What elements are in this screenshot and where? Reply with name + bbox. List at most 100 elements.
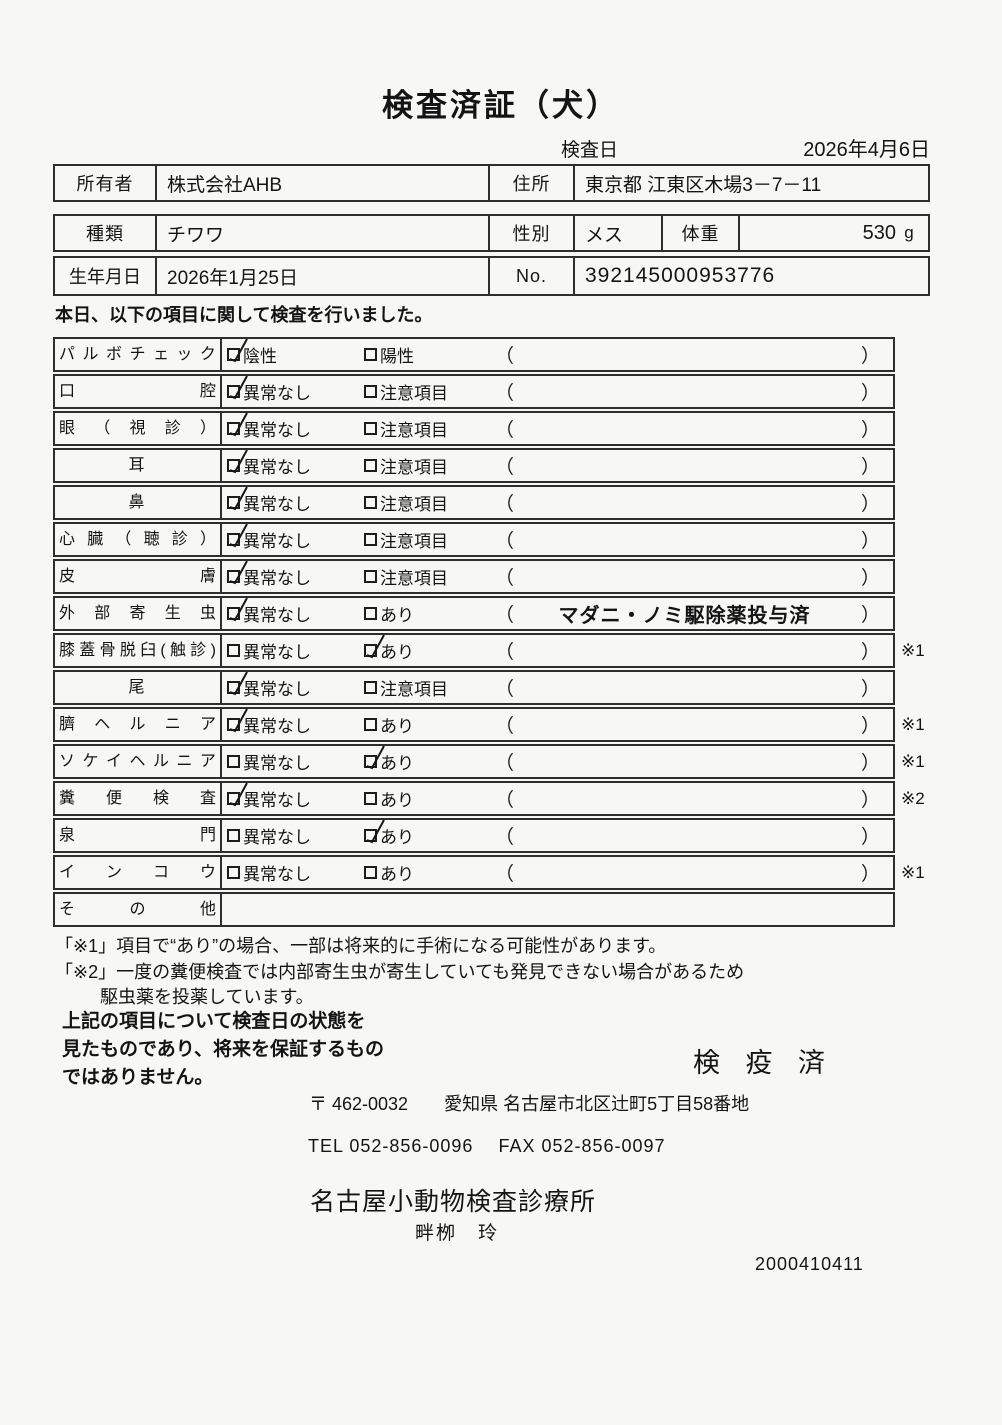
- inspection-date-value: 2026年4月6日: [803, 139, 930, 161]
- checkbox-checked-icon: [227, 782, 248, 807]
- option-opt2: 注意項目: [364, 490, 448, 515]
- row-label: 糞便検査: [55, 783, 222, 814]
- intro-text: 本日、以下の項目に関して検査を行いました。: [55, 305, 433, 325]
- disclaimer-line-2: 見たものであり、将来を保証するもの: [62, 1039, 385, 1060]
- type-label-cell: 種類: [55, 216, 157, 250]
- option-label: 異常なし: [243, 754, 311, 773]
- owner-label-cell: 所有者: [55, 166, 157, 200]
- option-opt1: 異常なし: [227, 597, 311, 626]
- paren-open: （: [495, 605, 515, 626]
- option-opt2: 注意項目: [364, 527, 448, 552]
- option-label: 注意項目: [380, 421, 448, 440]
- option-label: 注意項目: [380, 532, 448, 551]
- option-label: 異常なし: [243, 606, 311, 625]
- checkbox-checked-icon: [227, 375, 248, 400]
- option-label: あり: [380, 865, 414, 884]
- option-label: 異常なし: [243, 828, 311, 847]
- weight-label-cell: 体重: [663, 216, 740, 250]
- paren-open: （: [495, 568, 515, 589]
- row-label: 泉門: [55, 820, 222, 851]
- address-value-cell: 東京都 江東区木場3－7－11: [585, 174, 822, 196]
- paren-close: ）: [860, 605, 880, 626]
- paren-open: （: [495, 790, 515, 811]
- paren-value: マダニ・ノミ駆除薬投与済: [558, 605, 811, 627]
- no-label-cell: No.: [490, 258, 575, 294]
- option-label: 異常なし: [243, 791, 311, 810]
- checkbox-checked-icon: [227, 486, 248, 511]
- disclaimer-text: 上記の項目について検査日の状態を 見たものであり、将来を保証するもの ではありま…: [62, 1008, 384, 1092]
- table-row: 外部寄生虫 異常なし あり （ マダニ・ノミ駆除薬投与済 ）: [53, 596, 895, 631]
- option-opt1: 異常なし: [227, 523, 311, 552]
- option-opt2: 注意項目: [364, 564, 448, 589]
- clinic-address: 〒 462-0032 愛知県 名古屋市北区辻町5丁目58番地: [309, 1094, 750, 1114]
- row-label: 外部寄生虫: [55, 598, 222, 629]
- option-opt2: 陽性: [364, 342, 414, 367]
- option-opt1: 陰性: [227, 338, 277, 367]
- option-label: 異常なし: [243, 532, 311, 551]
- option-label: 異常なし: [243, 495, 311, 514]
- table-row: 皮膚 異常なし 注意項目 （ ）: [53, 559, 895, 594]
- checkbox-checked-icon: [227, 412, 248, 437]
- row-content: 異常なし 注意項目 （ ）: [222, 412, 893, 444]
- footnote-1: 「※1」項目で“あり”の場合、一部は将来的に手術になる可能性があります。: [55, 936, 667, 956]
- option-label: 陰性: [243, 347, 277, 366]
- sex-label-cell: 性別: [490, 216, 575, 250]
- checkbox-unchecked-icon: [364, 348, 377, 361]
- clinic-name: 名古屋小動物検査診療所: [310, 1188, 597, 1216]
- pet-table-row-2: 生年月日 2026年1月25日 No. 392145000953776: [53, 256, 930, 296]
- row-content: 異常なし あり （ ）: [222, 857, 893, 888]
- row-label: ソケイヘルニア: [55, 746, 222, 777]
- table-row: その他: [53, 892, 895, 927]
- paren-open: （: [495, 457, 515, 478]
- table-row: 尾 異常なし 注意項目 （ ）: [53, 670, 895, 705]
- inspection-table: パルボチェック陰性 陽性（）口腔異常なし 注意項目（）眼（視診）異常なし 注意項目（）…: [53, 337, 925, 929]
- checkbox-unchecked-icon: [364, 681, 377, 694]
- paren-close: ）: [860, 346, 880, 367]
- paren-close: ）: [860, 827, 880, 848]
- option-label: あり: [380, 828, 414, 847]
- option-opt1: 異常なし: [227, 375, 311, 404]
- option-label: 異常なし: [243, 680, 311, 699]
- option-opt2: あり: [364, 860, 414, 885]
- option-label: あり: [380, 717, 414, 736]
- note-reference: ※1: [901, 862, 925, 882]
- option-label: 注意項目: [380, 495, 448, 514]
- paren-close: ）: [860, 568, 880, 589]
- note-reference: ※2: [901, 788, 925, 808]
- paren-close: ）: [860, 864, 880, 885]
- option-opt1: 異常なし: [227, 708, 311, 737]
- option-opt2: 注意項目: [364, 416, 448, 441]
- inspection-date-label: 検査日: [561, 140, 619, 161]
- checkbox-unchecked-icon: [364, 718, 377, 731]
- row-content: 異常なし 注意項目 （ ）: [222, 523, 893, 555]
- table-row: 泉門 異常なし あり （ ）: [53, 818, 895, 853]
- table-row: インコウ ※1 異常なし あり （ ）: [53, 855, 925, 890]
- option-opt1: 異常なし: [227, 860, 311, 885]
- option-label: あり: [380, 791, 414, 810]
- checkbox-unchecked-icon: [227, 644, 240, 657]
- paren-open: （: [495, 420, 515, 441]
- option-label: 異常なし: [243, 458, 311, 477]
- row-label: 耳: [55, 450, 222, 481]
- option-opt1: 異常なし: [227, 671, 311, 700]
- disclaimer-line-3: ではありません。: [62, 1067, 214, 1088]
- paren-open: （: [495, 716, 515, 737]
- table-row: 眼（視診） 異常なし 注意項目 （ ）: [53, 411, 895, 446]
- checkbox-unchecked-icon: [364, 533, 377, 546]
- checkbox-unchecked-icon: [364, 422, 377, 435]
- checkbox-checked-icon: [227, 708, 248, 733]
- checkbox-unchecked-icon: [364, 459, 377, 472]
- birth-label-cell: 生年月日: [55, 258, 157, 294]
- option-label: 陽性: [380, 347, 414, 366]
- note-reference: ※1: [901, 751, 925, 771]
- weight-value-cell: 530 g: [740, 216, 928, 250]
- row-label: 口腔: [55, 376, 222, 407]
- row-label: 臍ヘルニア: [55, 709, 222, 740]
- option-label: 注意項目: [380, 458, 448, 477]
- table-row: パルボチェック 陰性 陽性 （ ）: [53, 337, 895, 372]
- row-label: 心臓（聴診）: [55, 524, 222, 555]
- row-content: 異常なし あり （ マダニ・ノミ駆除薬投与済 ）: [222, 597, 893, 629]
- checkbox-unchecked-icon: [364, 792, 377, 805]
- checkbox-unchecked-icon: [364, 570, 377, 583]
- address-label-cell: 住所: [490, 166, 575, 200]
